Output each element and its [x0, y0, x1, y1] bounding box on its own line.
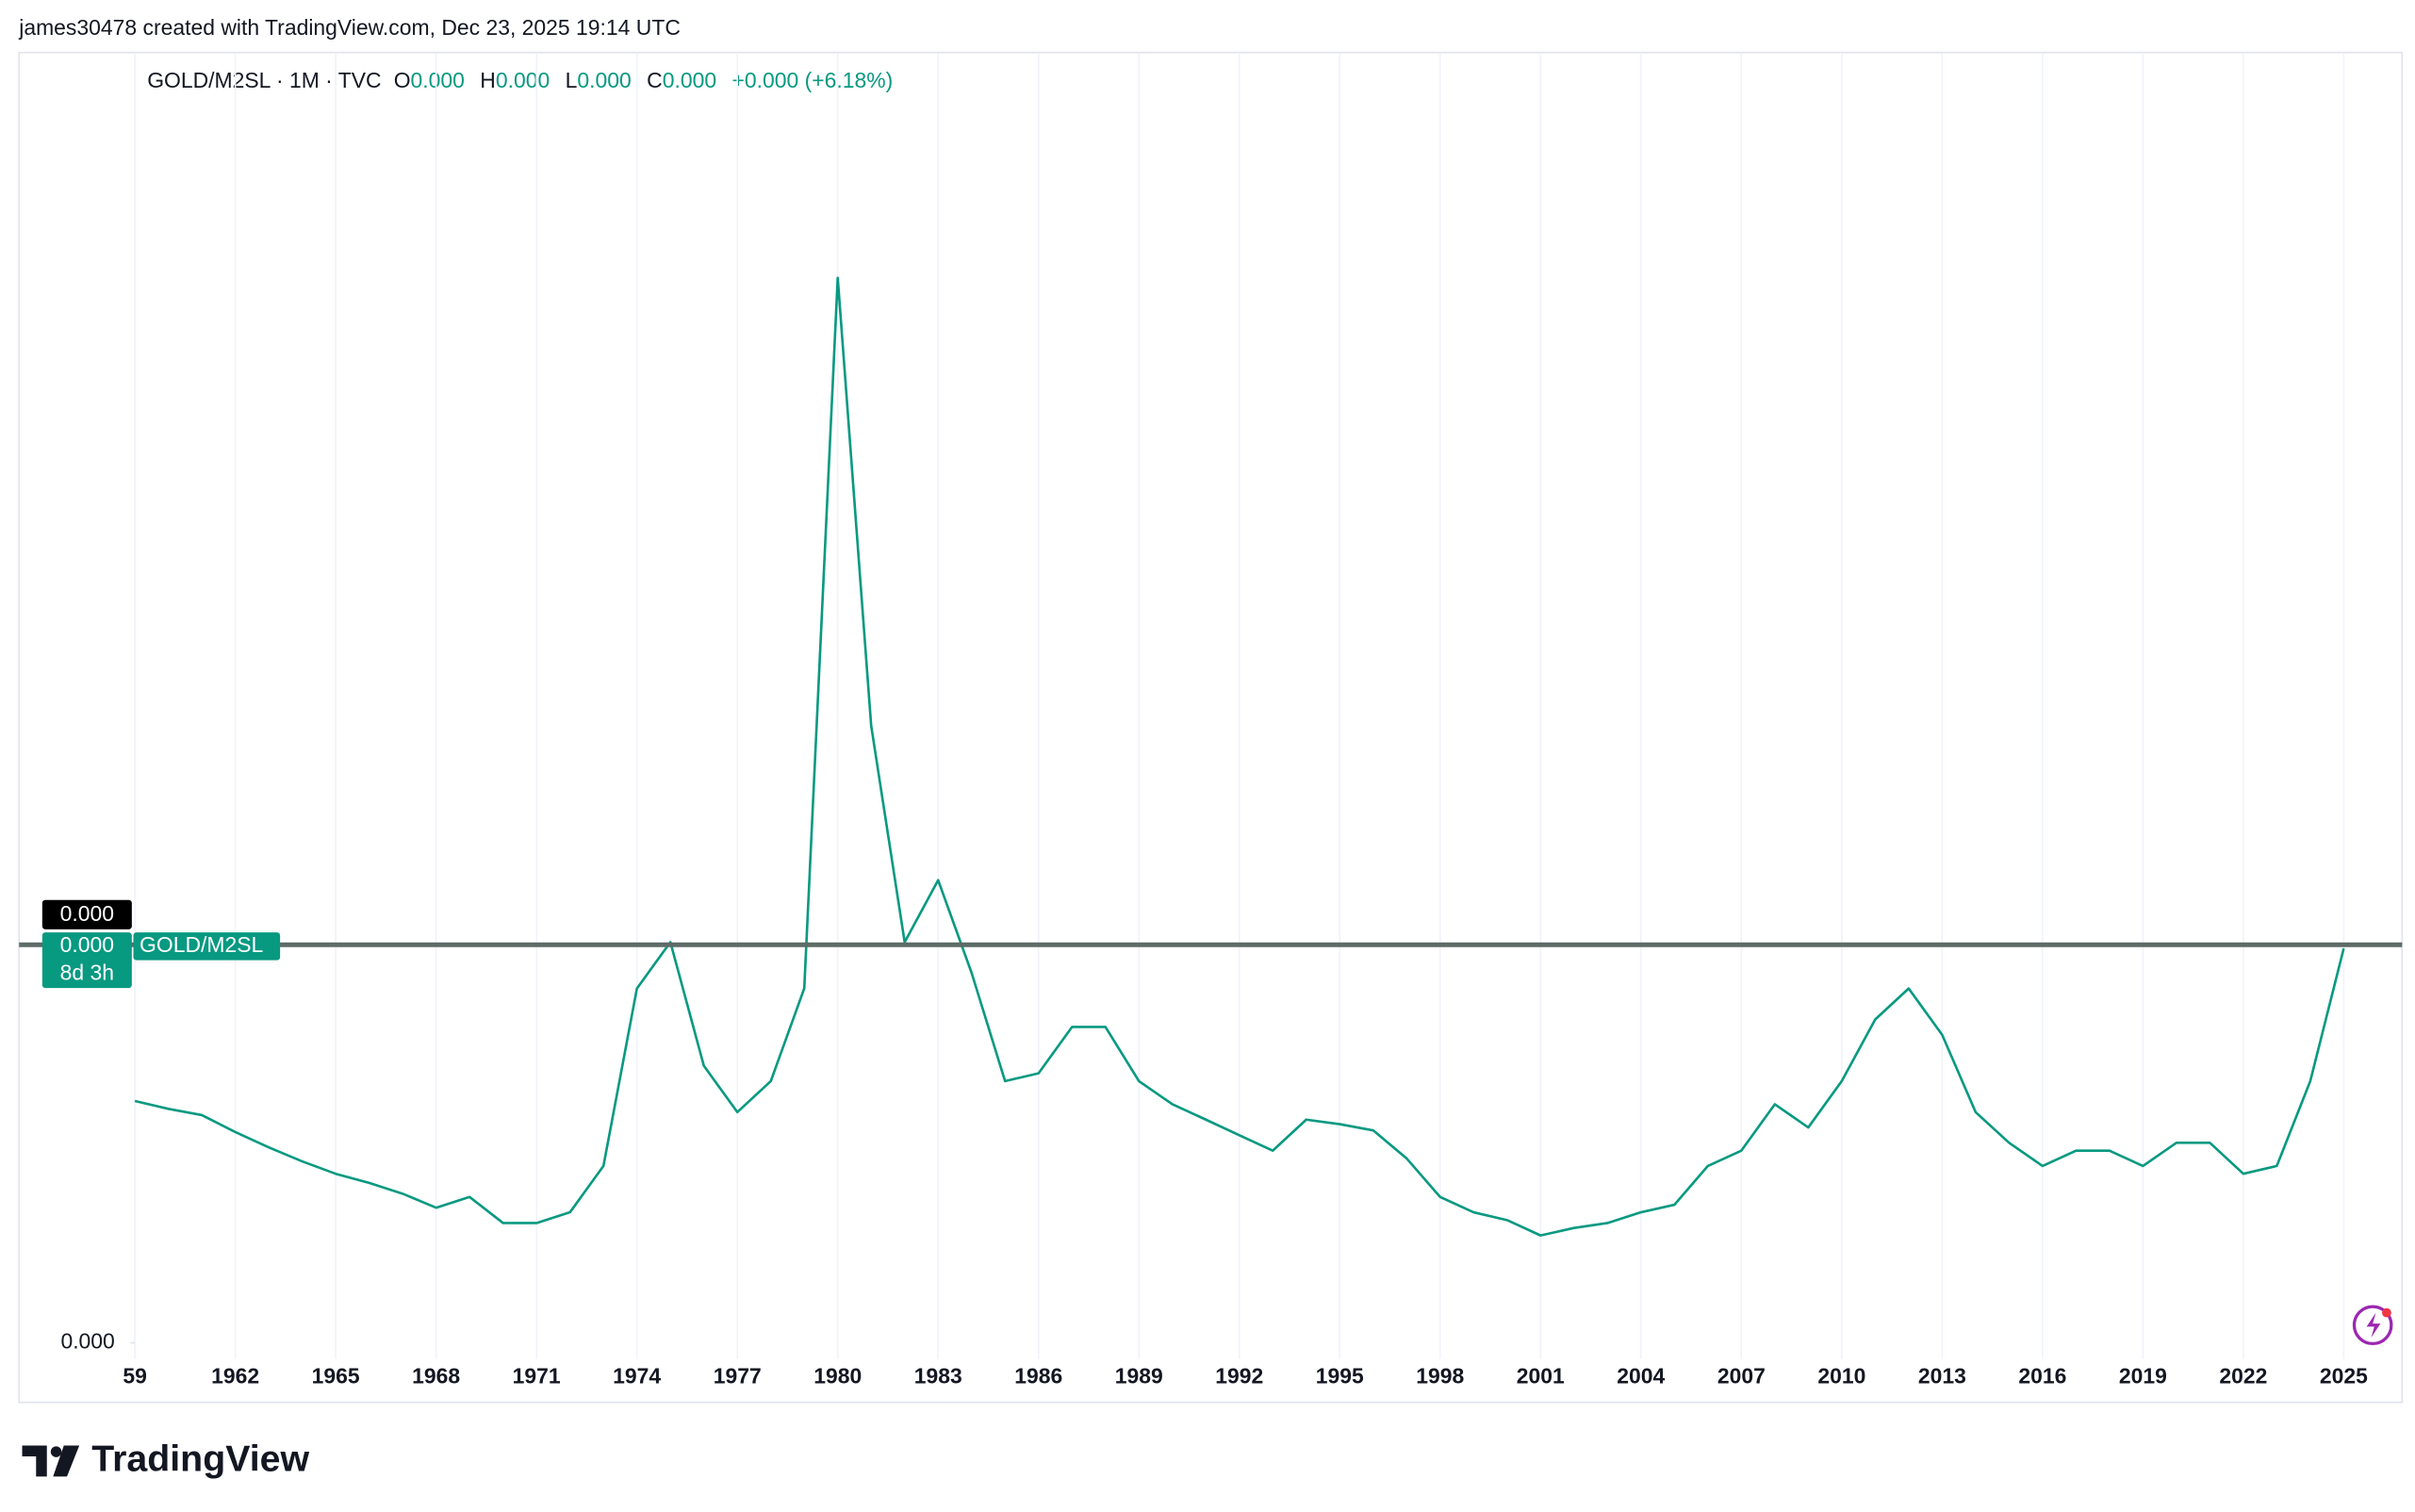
price-label-box — [41, 932, 132, 989]
alert-bolt[interactable] — [2366, 1312, 2381, 1338]
x-tick-label: 1995 — [1316, 1364, 1364, 1389]
legend-key: H — [480, 68, 496, 92]
x-tick-label: 1977 — [714, 1364, 762, 1389]
series-name-box — [133, 932, 281, 961]
x-tick-label: 1983 — [914, 1364, 962, 1389]
alert-dot[interactable] — [2382, 1307, 2391, 1318]
series-line — [134, 276, 2345, 1237]
legend: GOLD/M2SL · 1M · TVC O 0.000 H 0.000 L 0.000 C… — [147, 68, 893, 92]
x-tick-label: 2019 — [2119, 1364, 2167, 1389]
x-tick-label: 2016 — [2018, 1364, 2066, 1389]
legend-value: 0.000 — [577, 68, 631, 92]
logo-mark — [53, 1445, 80, 1477]
x-tick-label: 2001 — [1517, 1364, 1565, 1389]
legend-key: O — [394, 68, 411, 92]
symbol-title: GOLD/M2SL · 1M · TVC — [147, 68, 381, 92]
x-tick-label: 2013 — [1918, 1364, 1966, 1389]
price-label: 0.000 — [60, 932, 114, 957]
x-tick-label: 2025 — [2320, 1364, 2368, 1389]
x-tick-label: 2007 — [1717, 1364, 1766, 1389]
logo: TradingView — [22, 1438, 310, 1479]
x-tick-label: 2004 — [1617, 1364, 1665, 1389]
alert-icon[interactable] — [2352, 1305, 2393, 1346]
logo-dot — [50, 1446, 62, 1457]
x-tick-label: 1965 — [312, 1364, 360, 1389]
crosshair-label-box — [41, 899, 132, 929]
x-tick-label: 1971 — [513, 1364, 561, 1389]
alert-circle[interactable] — [2352, 1305, 2393, 1346]
legend-change: +0.000 (+6.18%) — [731, 68, 893, 92]
x-tick-label: 1986 — [1014, 1364, 1062, 1389]
pane-border — [18, 51, 2404, 1404]
legend-value: 0.000 — [496, 68, 550, 92]
logo-mark — [22, 1445, 47, 1477]
legend-value: 0.000 — [663, 68, 716, 92]
x-tick-label: 1980 — [813, 1364, 862, 1389]
x-tick-label: 2010 — [1817, 1364, 1865, 1389]
x-tick-label: 59 — [123, 1364, 147, 1389]
attribution: james30478 created with TradingView.com,… — [18, 15, 681, 40]
x-tick-label: 1989 — [1115, 1364, 1163, 1389]
legend-value: 0.000 — [411, 68, 465, 92]
crosshair-label: 0.000 — [60, 901, 114, 926]
y-tick-label: 0.000 — [60, 1329, 114, 1354]
x-tick-label: 1974 — [613, 1364, 661, 1389]
x-tick-label: 1962 — [211, 1364, 259, 1389]
legend-key: C — [647, 68, 663, 92]
countdown: 8d 3h — [60, 960, 114, 984]
x-tick-label: 1992 — [1215, 1364, 1263, 1389]
legend-key: L — [566, 68, 578, 92]
x-tick-label: 1998 — [1416, 1364, 1464, 1389]
series-name: GOLD/M2SL — [140, 932, 263, 957]
x-tick-label: 1968 — [412, 1364, 460, 1389]
brand: TradingView — [91, 1438, 309, 1479]
x-tick-label: 2022 — [2219, 1364, 2267, 1389]
